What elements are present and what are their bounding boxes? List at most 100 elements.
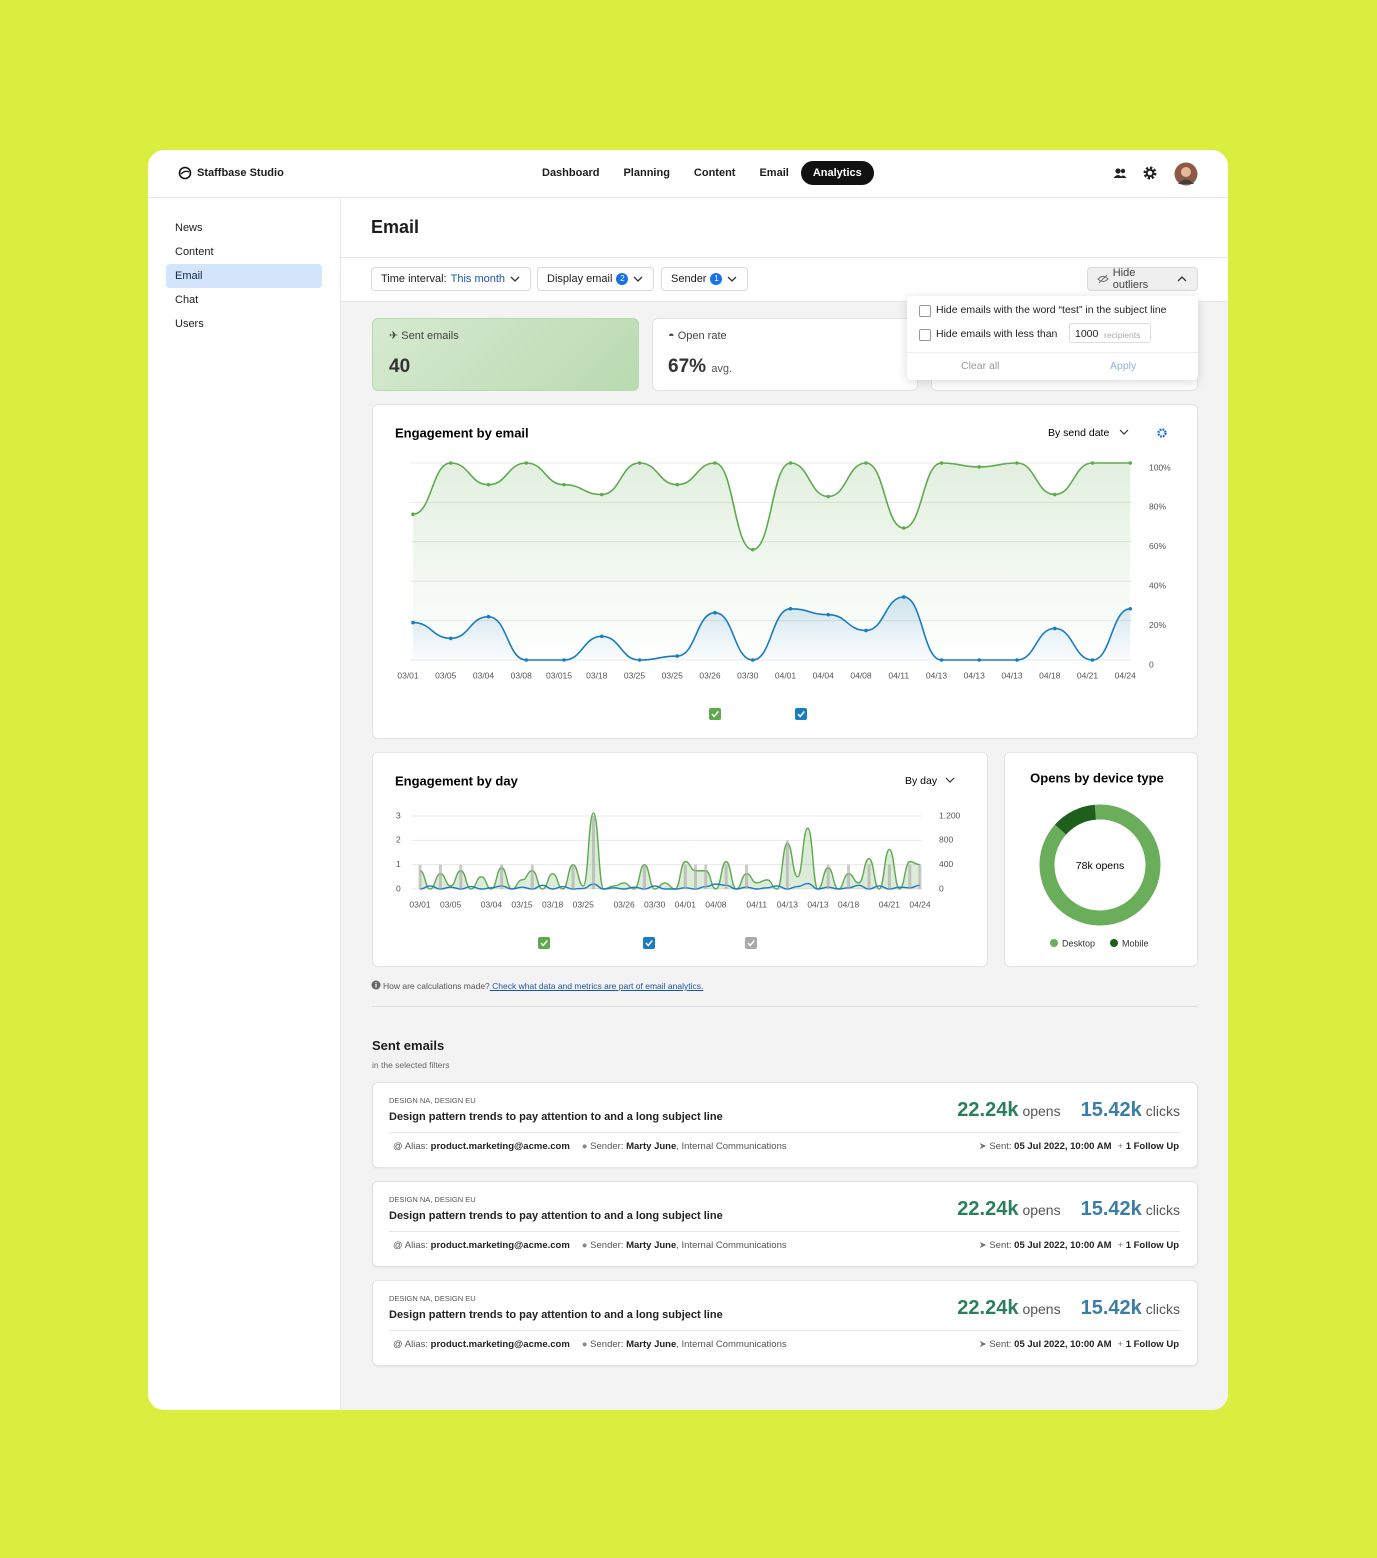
x-tick-label: 04/24	[1115, 670, 1137, 680]
tags: DESIGN NA, DESIGN EU	[389, 1195, 476, 1204]
area	[413, 463, 1131, 660]
sidebar-border	[340, 197, 341, 1410]
y-tick-label: 2	[396, 835, 401, 845]
dropdown[interactable]: By send date	[1048, 427, 1109, 439]
team: , Internal Communications	[676, 1339, 787, 1350]
sidebar-item[interactable]: News	[175, 222, 203, 234]
chart-title: Engagement by email	[395, 425, 529, 440]
display-filter[interactable]: Display email 2	[537, 267, 655, 291]
point	[599, 634, 604, 639]
clicks-label: clicks	[1145, 1202, 1180, 1218]
point	[864, 628, 868, 633]
time-filter[interactable]: Time interval: This month	[371, 267, 532, 291]
value: 67%	[668, 356, 707, 377]
sidebar-item[interactable]: Chat	[175, 294, 199, 306]
bar	[826, 864, 830, 889]
nav-item[interactable]: Analytics	[800, 161, 874, 185]
point	[864, 461, 868, 465]
point	[524, 461, 529, 465]
email-card	[372, 1280, 1198, 1366]
icon: ●	[581, 1339, 591, 1350]
x-tick-label: 03/18	[586, 670, 608, 680]
bar	[530, 864, 534, 889]
x-tick-label: 03/08	[511, 670, 533, 680]
chevron	[1119, 429, 1129, 435]
alias: product.marketing@acme.com	[430, 1339, 570, 1350]
opens-label: opens	[1022, 1103, 1061, 1119]
point	[448, 636, 453, 641]
x-tick-label: 04/01	[775, 670, 797, 680]
legend-checkbox	[538, 937, 550, 949]
input[interactable]	[1069, 323, 1151, 343]
settings-icon[interactable]	[1142, 165, 1158, 181]
checkbox[interactable]	[919, 305, 931, 317]
bar	[418, 864, 422, 889]
subject: Design pattern trends to pay attention t…	[389, 1309, 723, 1321]
x-tick-label: 04/13	[964, 670, 986, 680]
x-tick-label: 03/30	[737, 670, 759, 680]
check	[645, 940, 653, 947]
point	[637, 658, 642, 662]
point	[411, 512, 415, 517]
apply-button[interactable]: Apply	[1110, 360, 1137, 372]
y-tick-label: 800	[939, 835, 953, 845]
stats: 22.24k opens 15.42k clicks	[957, 1197, 1180, 1222]
x-tick-label: 04/24	[909, 899, 931, 909]
point	[901, 526, 906, 530]
x-tick-label: 04/04	[813, 670, 835, 680]
y-tick-label: 0	[396, 883, 401, 893]
outliers-filter[interactable]: Hide outliers	[1087, 267, 1198, 291]
point	[562, 482, 566, 487]
point	[637, 461, 642, 465]
icon: +	[1117, 1141, 1126, 1152]
kpi-value: 40	[389, 356, 411, 377]
nav-item[interactable]: Email	[759, 167, 789, 179]
point	[1052, 492, 1057, 497]
chevron	[945, 777, 955, 783]
bar	[704, 864, 708, 889]
nav-item[interactable]: Dashboard	[542, 167, 600, 179]
nav-item[interactable]: Planning	[623, 167, 670, 179]
sender: Marty June	[626, 1240, 677, 1251]
sender: Marty June	[626, 1339, 677, 1350]
sidebar-item[interactable]: Users	[175, 318, 204, 330]
dropdown[interactable]: By day	[905, 775, 938, 787]
point	[1128, 606, 1133, 611]
y-tick-label: 20%	[1149, 620, 1166, 630]
icon: ●	[581, 1240, 591, 1251]
label: Hide outliers	[1112, 267, 1149, 291]
kpi-card	[652, 318, 918, 391]
avatar[interactable]	[1174, 162, 1198, 186]
clear-button[interactable]: Clear all	[961, 360, 1000, 372]
x-tick-label: 04/18	[838, 899, 860, 909]
sidebar-item[interactable]: Email	[175, 270, 203, 282]
sidebar-active	[166, 264, 322, 288]
point	[713, 610, 717, 615]
point	[750, 658, 755, 662]
center-label: 78k opens	[1076, 860, 1124, 872]
area	[413, 596, 1131, 660]
sent-meta: ➤ Sent: 05 Jul 2022, 10:00 AM + 1 Follow …	[979, 1338, 1179, 1352]
page-title: Email	[371, 217, 420, 237]
users-icon[interactable]	[1112, 165, 1128, 181]
point	[826, 612, 831, 617]
settings-icon[interactable]	[1157, 428, 1167, 438]
nav-item[interactable]: Content	[693, 167, 736, 179]
link[interactable]: Check what data and metrics are part of …	[489, 981, 704, 991]
checkbox[interactable]	[919, 329, 931, 341]
eye-off	[1097, 274, 1109, 284]
x-tick-label: 03/05	[435, 670, 457, 680]
x-tick-label: 03/04	[481, 899, 503, 909]
bar	[745, 864, 749, 889]
y-tick-label: 400	[939, 859, 953, 869]
clicks-label: clicks	[1145, 1301, 1180, 1317]
alias: product.marketing@acme.com	[430, 1240, 570, 1251]
point	[788, 606, 793, 611]
sent-meta: ➤ Sent: 05 Jul 2022, 10:00 AM + 1 Follow …	[979, 1239, 1179, 1253]
x-tick-label: 03/18	[542, 899, 564, 909]
question: How are calculations made?	[383, 981, 490, 991]
sender-filter[interactable]: Sender 1	[661, 267, 749, 291]
point	[1090, 461, 1095, 465]
filter-bar	[341, 257, 1228, 302]
sidebar-item[interactable]: Content	[175, 246, 214, 258]
